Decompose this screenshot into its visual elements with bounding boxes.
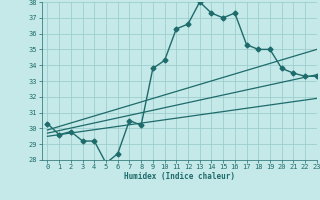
X-axis label: Humidex (Indice chaleur): Humidex (Indice chaleur)	[124, 172, 235, 181]
